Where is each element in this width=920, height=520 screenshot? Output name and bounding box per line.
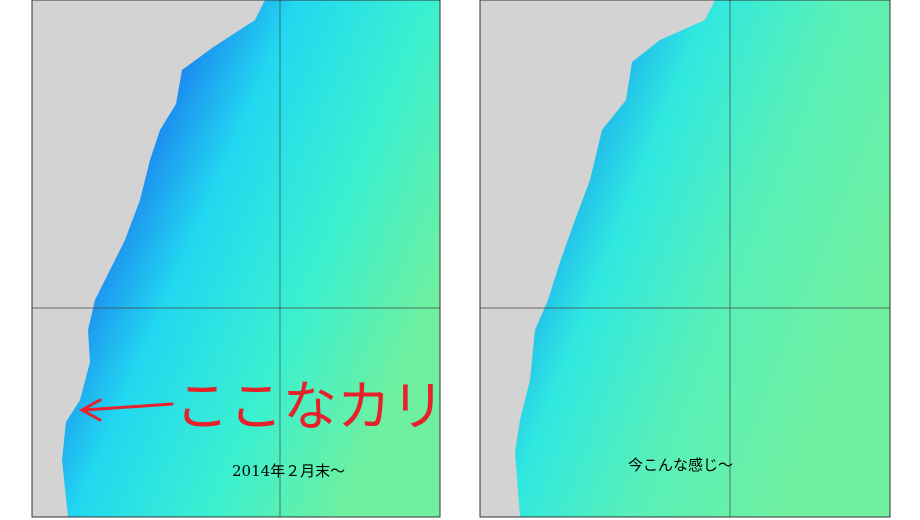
frame bbox=[479, 0, 891, 518]
land bbox=[32, 0, 265, 517]
frame bbox=[31, 0, 441, 518]
caption: 2014年２月末～ bbox=[232, 462, 345, 480]
left-map bbox=[32, 0, 440, 517]
right-map bbox=[480, 0, 890, 517]
caption: 今こんな感じ～ bbox=[628, 456, 733, 474]
annotation: ここなカリ bbox=[175, 375, 445, 438]
land bbox=[480, 0, 715, 517]
arrow bbox=[78, 398, 174, 422]
